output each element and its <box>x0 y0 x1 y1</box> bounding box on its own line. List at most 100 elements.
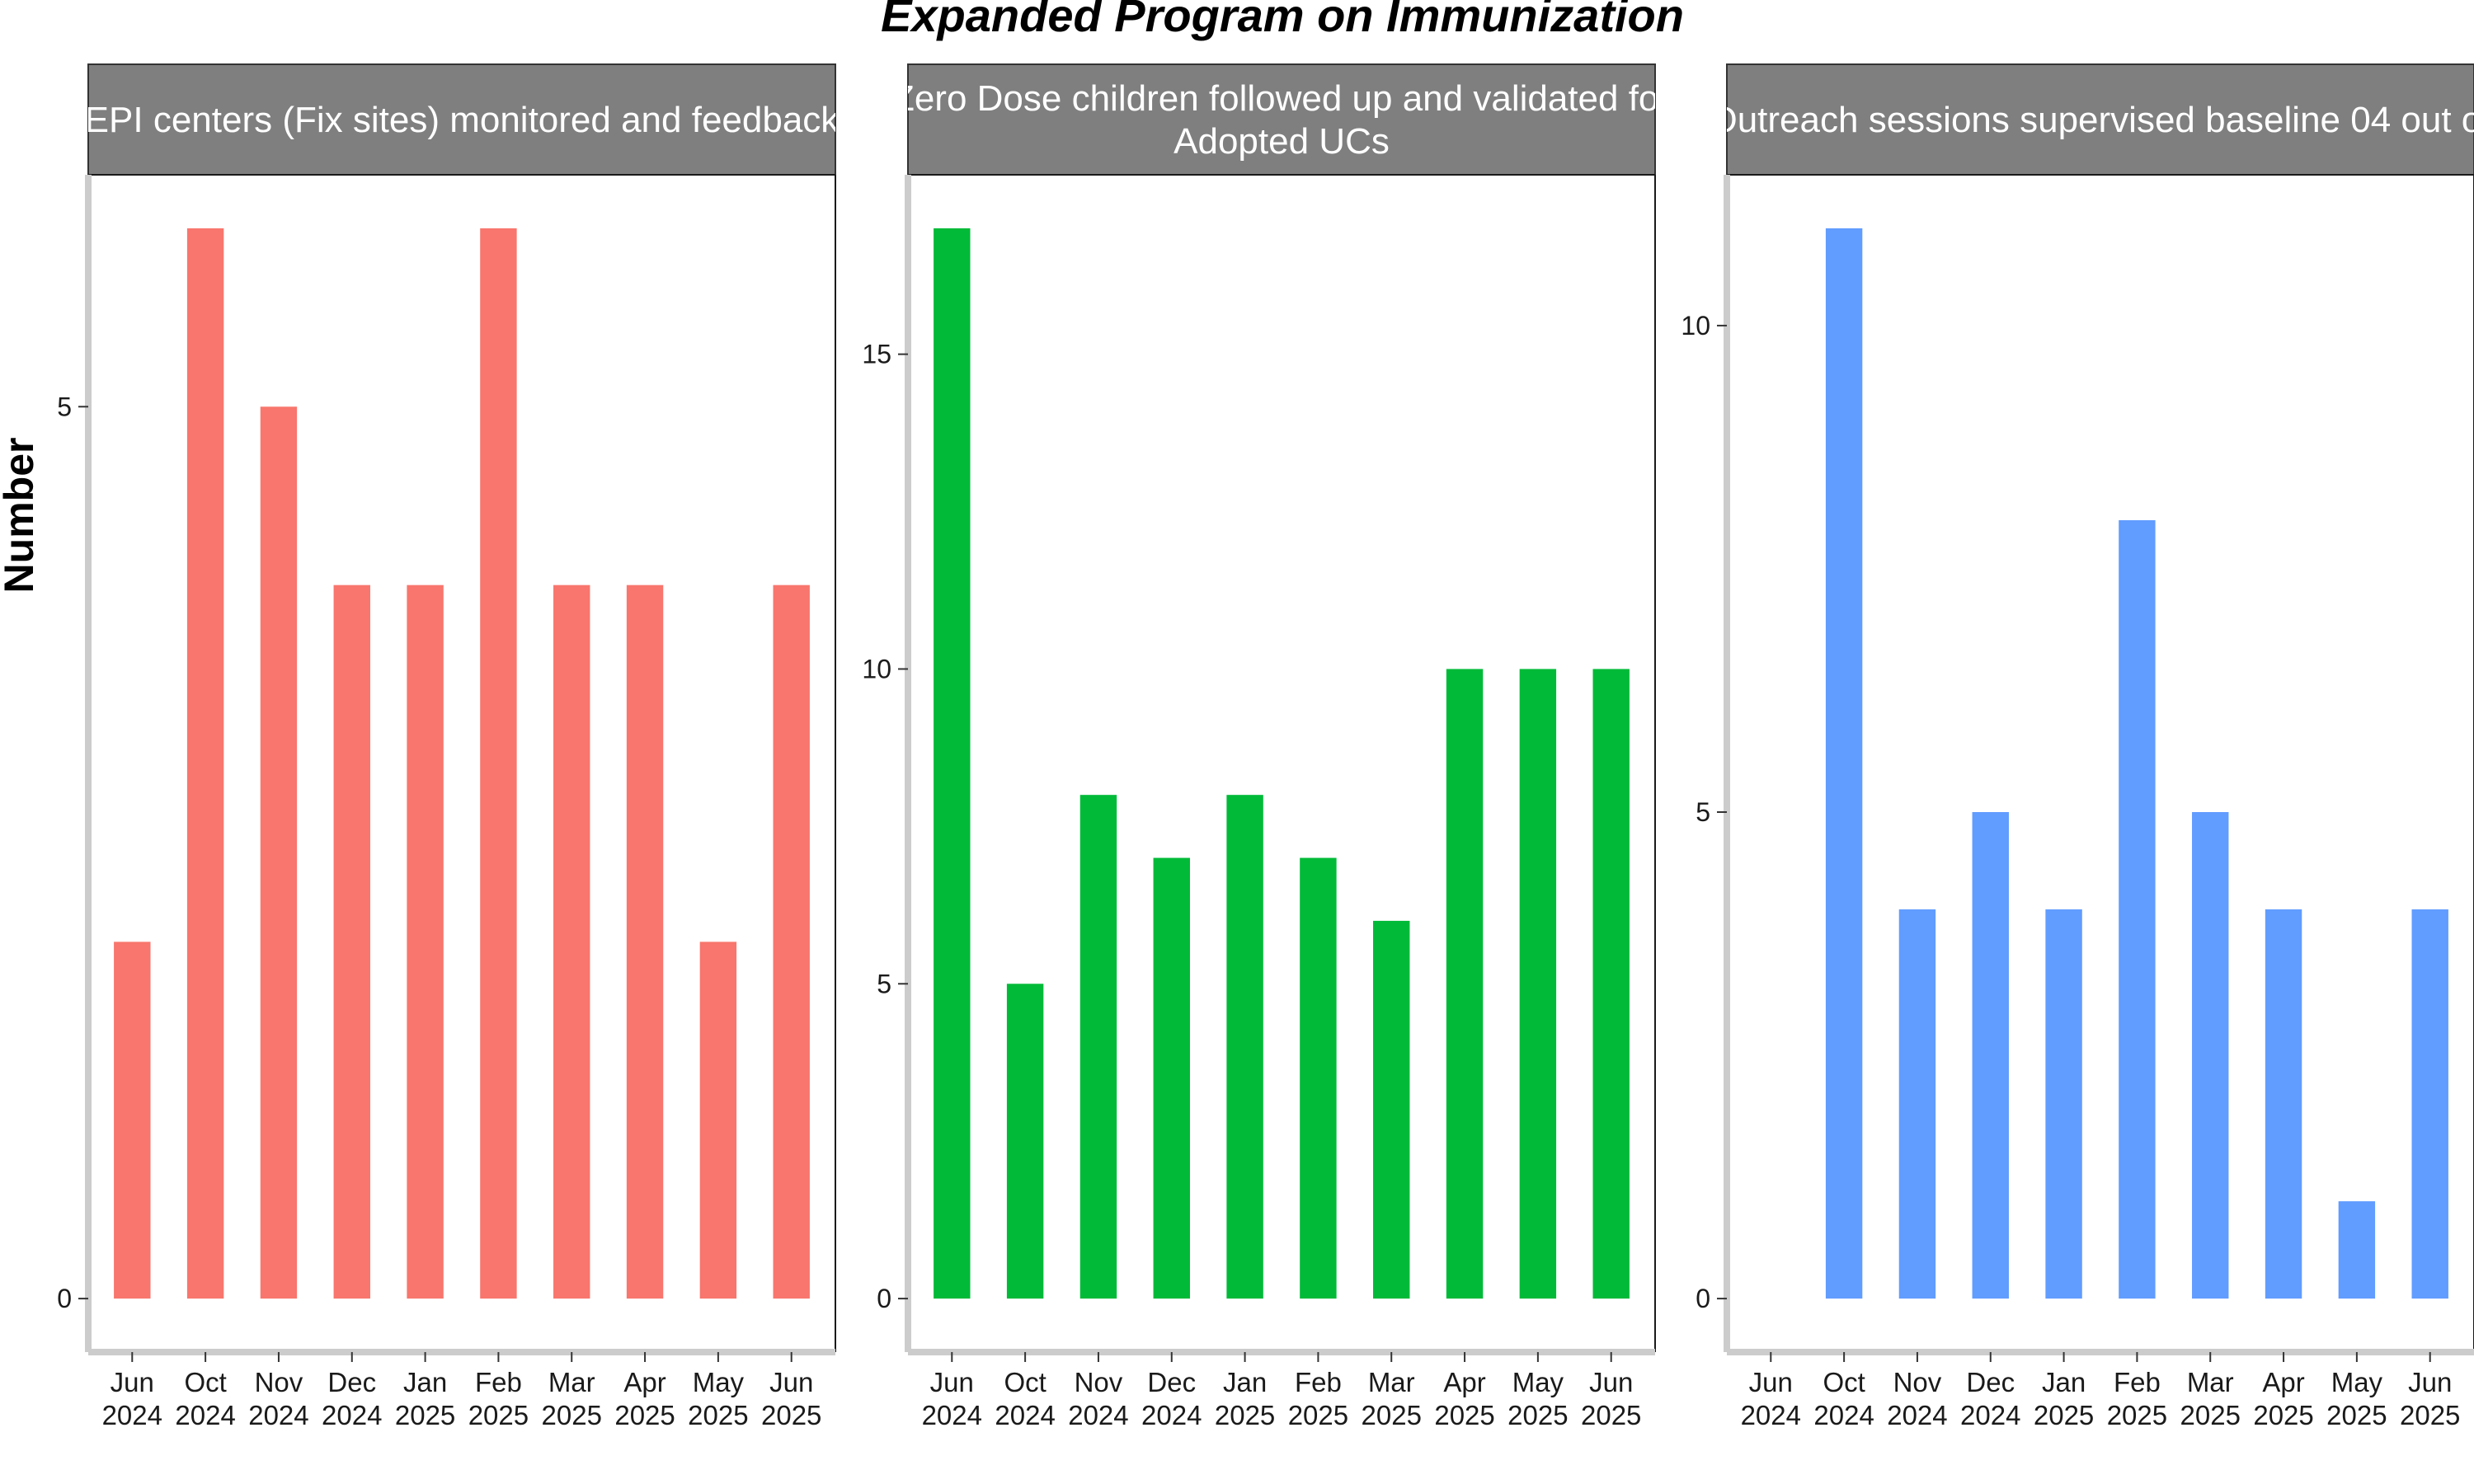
bar <box>773 585 810 1299</box>
x-tick-label-month: May <box>2331 1367 2383 1397</box>
bar <box>114 942 151 1299</box>
bar <box>2119 519 2156 1299</box>
x-tick-label-month: Feb <box>1295 1367 1342 1397</box>
x-tick-label-month: Dec <box>1966 1367 2015 1397</box>
x-tick-label-month: Jan <box>1223 1367 1267 1397</box>
x-tick-label-year: 2024 <box>102 1400 162 1430</box>
bar <box>2192 812 2229 1299</box>
bar <box>1079 795 1117 1299</box>
x-tick-label-month: Mar <box>2187 1367 2234 1397</box>
bar <box>1373 920 1410 1299</box>
x-tick-label-month: Feb <box>2114 1367 2161 1397</box>
bar <box>1592 669 1630 1299</box>
bar <box>186 228 224 1299</box>
bar <box>333 585 370 1299</box>
facet-strip-label: Outreach sessions supervised baseline 04… <box>1709 100 2474 140</box>
x-tick-label-month: May <box>1512 1367 1564 1397</box>
bar <box>1153 857 1190 1299</box>
x-tick-label-month: Nov <box>1893 1367 1942 1397</box>
x-tick-label-month: Dec <box>1147 1367 1196 1397</box>
bar <box>699 942 737 1299</box>
bar <box>1825 228 1863 1299</box>
bar <box>407 585 444 1299</box>
facet-strip <box>87 63 836 176</box>
x-tick-label-month: Jun <box>930 1367 974 1397</box>
bar <box>1300 857 1337 1299</box>
x-tick-label-year: 2025 <box>2034 1400 2094 1430</box>
bar <box>2265 909 2302 1299</box>
x-tick-label-year: 2025 <box>761 1400 821 1430</box>
x-tick-label-year: 2024 <box>175 1400 235 1430</box>
x-tick-label-month: Mar <box>548 1367 595 1397</box>
y-tick-label: 5 <box>877 969 891 998</box>
y-tick-label: 0 <box>877 1284 891 1313</box>
x-tick-label-month: Apr <box>1443 1367 1485 1397</box>
x-tick-label-year: 2024 <box>995 1400 1055 1430</box>
bar <box>553 585 590 1299</box>
bar <box>480 228 517 1299</box>
x-tick-label-month: Jun <box>2408 1367 2452 1397</box>
x-tick-label-month: Jun <box>769 1367 813 1397</box>
x-tick-label-month: Feb <box>475 1367 522 1397</box>
x-tick-label-year: 2025 <box>2326 1400 2387 1430</box>
x-tick-label-month: Jun <box>1589 1367 1633 1397</box>
facet-strip-label: Zero Dose children followed up and valid… <box>892 78 1671 119</box>
x-tick-label-year: 2025 <box>2180 1400 2241 1430</box>
bar <box>626 585 664 1299</box>
x-tick-label-year: 2025 <box>614 1400 675 1430</box>
bar <box>934 228 971 1299</box>
x-tick-label-year: 2025 <box>2107 1400 2167 1430</box>
x-tick-label-month: Oct <box>184 1367 226 1397</box>
bar <box>1519 669 1557 1299</box>
bar <box>2045 909 2082 1299</box>
y-tick-label: 0 <box>57 1284 72 1313</box>
x-tick-label-month: Dec <box>327 1367 376 1397</box>
x-tick-label-year: 2024 <box>1741 1400 1801 1430</box>
facet-panels: EPI centers (Fix sites) monitored and fe… <box>57 63 2474 1430</box>
x-tick-label-month: Jun <box>111 1367 154 1397</box>
y-tick-label: 15 <box>862 340 891 369</box>
x-tick-label-year: 2025 <box>1288 1400 1348 1430</box>
bar <box>2411 909 2448 1299</box>
x-tick-label-year: 2025 <box>1362 1400 1422 1430</box>
facet-panel-1: EPI centers (Fix sites) monitored and fe… <box>57 63 840 1430</box>
bar <box>1226 795 1263 1299</box>
x-tick-label-month: Nov <box>255 1367 303 1397</box>
x-tick-label-year: 2025 <box>395 1400 455 1430</box>
bar <box>2338 1201 2376 1299</box>
facet-panel-3: Outreach sessions supervised baseline 04… <box>1681 63 2474 1430</box>
x-tick-label-month: Oct <box>1004 1367 1046 1397</box>
facet-strip <box>907 63 1656 176</box>
x-tick-label-year: 2024 <box>922 1400 982 1430</box>
x-tick-label-year: 2025 <box>1507 1400 1568 1430</box>
y-axis-label: Number <box>0 438 42 594</box>
bar <box>1898 909 1936 1299</box>
y-tick-label: 10 <box>1681 311 1710 340</box>
facet-strip-label: Adopted UCs <box>1174 121 1390 162</box>
x-tick-label-year: 2025 <box>1581 1400 1641 1430</box>
x-tick-label-month: Apr <box>623 1367 666 1397</box>
bar <box>1006 984 1044 1299</box>
x-tick-label-year: 2024 <box>1960 1400 2020 1430</box>
x-tick-label-year: 2025 <box>1434 1400 1494 1430</box>
chart-title: Expanded Program on Immunization <box>881 0 1684 41</box>
x-tick-label-year: 2024 <box>1813 1400 1874 1430</box>
x-tick-label-month: Apr <box>2262 1367 2304 1397</box>
x-tick-label-month: Jun <box>1749 1367 1793 1397</box>
facet-panel-2: Zero Dose children followed up and valid… <box>862 63 1671 1430</box>
x-tick-label-month: Jan <box>403 1367 447 1397</box>
x-tick-label-year: 2025 <box>468 1400 529 1430</box>
facet-strip-label: EPI centers (Fix sites) monitored and fe… <box>85 100 840 140</box>
x-tick-label-year: 2025 <box>2253 1400 2313 1430</box>
x-tick-label-month: May <box>693 1367 745 1397</box>
x-tick-label-month: Jan <box>2042 1367 2086 1397</box>
x-tick-label-month: Mar <box>1368 1367 1415 1397</box>
y-tick-label: 0 <box>1696 1284 1710 1313</box>
x-tick-label-year: 2024 <box>1068 1400 1128 1430</box>
x-tick-label-year: 2024 <box>1887 1400 1947 1430</box>
x-tick-label-year: 2024 <box>1141 1400 1202 1430</box>
x-tick-label-year: 2025 <box>688 1400 748 1430</box>
bar <box>1972 812 2009 1299</box>
x-tick-label-year: 2024 <box>322 1400 382 1430</box>
